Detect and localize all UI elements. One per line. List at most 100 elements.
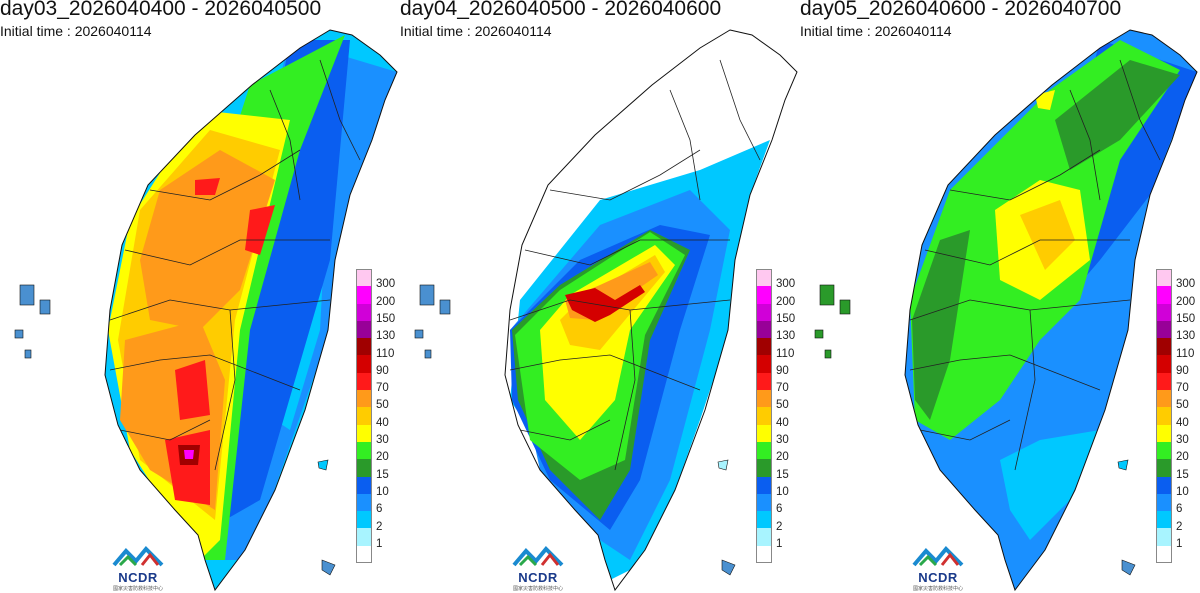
penghu-island <box>439 299 451 315</box>
legend-label: 50 <box>776 399 789 412</box>
legend-label: 200 <box>376 295 396 308</box>
legend-swatch <box>1156 372 1172 391</box>
legend-label: 300 <box>1176 278 1196 291</box>
legend-swatch <box>756 355 772 373</box>
legend-label: 30 <box>376 434 389 446</box>
county-border <box>919 419 1011 441</box>
county-border <box>519 419 611 441</box>
legend-label: 130 <box>1176 330 1196 343</box>
green-island <box>1117 459 1129 471</box>
logo-subtext: 國家災害防救科技中心 <box>912 586 963 592</box>
legend-swatch <box>356 511 372 529</box>
legend-swatch <box>356 476 372 494</box>
county-border <box>924 239 1130 266</box>
legend-swatch <box>756 269 772 287</box>
legend-swatch <box>356 545 372 564</box>
legend-label: 50 <box>376 399 389 412</box>
legend-label: 40 <box>1176 416 1189 429</box>
legend-label: 40 <box>776 416 789 429</box>
legend-swatch <box>1156 545 1172 564</box>
rainfall-map <box>14 29 398 592</box>
rainfall-zone <box>1000 430 1100 540</box>
legend-label: 150 <box>376 312 396 325</box>
county-border <box>109 299 331 321</box>
penghu-island <box>19 284 35 306</box>
county-border <box>909 354 1101 391</box>
legend-label: 50 <box>1176 399 1189 412</box>
legend-swatch <box>1156 303 1172 321</box>
county-border <box>1014 309 1036 471</box>
legend-label: 15 <box>776 468 789 481</box>
green-island <box>317 459 329 471</box>
legend-label: 90 <box>776 364 789 377</box>
legend-label: 200 <box>776 295 796 308</box>
legend-swatch <box>1156 407 1172 425</box>
panel-title: day03_2026040400 - 2026040500 <box>0 0 322 20</box>
county-border <box>719 59 761 161</box>
initial-time: Initial time : 2026040114 <box>800 23 952 39</box>
legend-label: 1 <box>376 537 383 550</box>
logo-text: NCDR <box>518 570 558 585</box>
legend-swatch <box>1156 528 1172 546</box>
legend-swatch <box>756 338 772 356</box>
legend-label: 70 <box>1176 382 1189 395</box>
rainfall-zone <box>195 178 220 195</box>
legend-swatch <box>1156 320 1172 339</box>
rainfall-map <box>414 29 798 592</box>
legend-label: 10 <box>376 485 389 498</box>
county-border <box>119 419 211 441</box>
rainfall-zone <box>175 360 210 420</box>
initial-time: Initial time : 2026040114 <box>0 23 152 39</box>
legend-swatch <box>756 286 772 304</box>
county-border <box>509 299 731 321</box>
rainfall-zone <box>245 205 275 255</box>
legend-swatch <box>356 372 372 391</box>
legend-label: 70 <box>376 382 389 395</box>
logo-subtext: 國家災害防救科技中心 <box>112 586 163 592</box>
legend-label: 2 <box>1176 520 1183 533</box>
penghu-island <box>814 329 824 339</box>
legend-swatch <box>356 303 372 321</box>
legend-label: 70 <box>776 382 789 395</box>
penghu-island <box>839 299 851 315</box>
legend-label: 6 <box>1176 503 1183 516</box>
ncdr-logo: NCDR 國家災害防救科技中心 <box>108 545 168 592</box>
coastline <box>104 29 398 592</box>
legend-label: 200 <box>1176 295 1196 308</box>
rainfall-zone <box>1020 200 1075 270</box>
legend-swatch <box>356 407 372 425</box>
county-border <box>319 59 361 161</box>
legend-swatch <box>356 390 372 408</box>
ncdr-logo: NCDR 國家災害防救科技中心 <box>908 545 968 592</box>
legend-label: 150 <box>1176 312 1196 325</box>
legend-swatch <box>356 320 372 339</box>
penghu-island <box>424 349 432 359</box>
orchid-island <box>321 559 336 576</box>
county-border <box>909 299 1131 321</box>
legend-label: 20 <box>776 451 789 464</box>
legend-label: 150 <box>776 312 796 325</box>
legend-swatch <box>756 493 772 512</box>
legend-label: 300 <box>776 278 796 291</box>
orchid-island <box>1121 559 1136 576</box>
initial-time: Initial time : 2026040114 <box>400 23 552 39</box>
legend-swatch <box>1156 286 1172 304</box>
legend-swatch <box>1156 441 1172 460</box>
legend-swatch <box>356 459 372 477</box>
legend-swatch <box>756 320 772 339</box>
legend-swatch <box>756 545 772 564</box>
logo-text: NCDR <box>118 570 158 585</box>
legend-label: 300 <box>376 278 396 291</box>
legend-label: 90 <box>1176 364 1189 377</box>
rainfall-zone <box>565 285 645 322</box>
rainfall-legend: 300 200 150 130 110 90 70 50 40 30 20 15 10 6 2 1 <box>756 269 795 564</box>
county-border <box>509 354 701 391</box>
logo-subtext: 國家災害防救科技中心 <box>512 586 563 592</box>
rainfall-legend: 300 200 150 130 110 90 70 50 40 30 20 15 10 6 2 1 <box>356 269 395 564</box>
rainfall-map <box>814 29 1198 592</box>
legend-swatch <box>356 355 372 373</box>
penghu-island <box>39 299 51 315</box>
legend-label: 15 <box>376 468 389 481</box>
county-border <box>1119 59 1161 161</box>
